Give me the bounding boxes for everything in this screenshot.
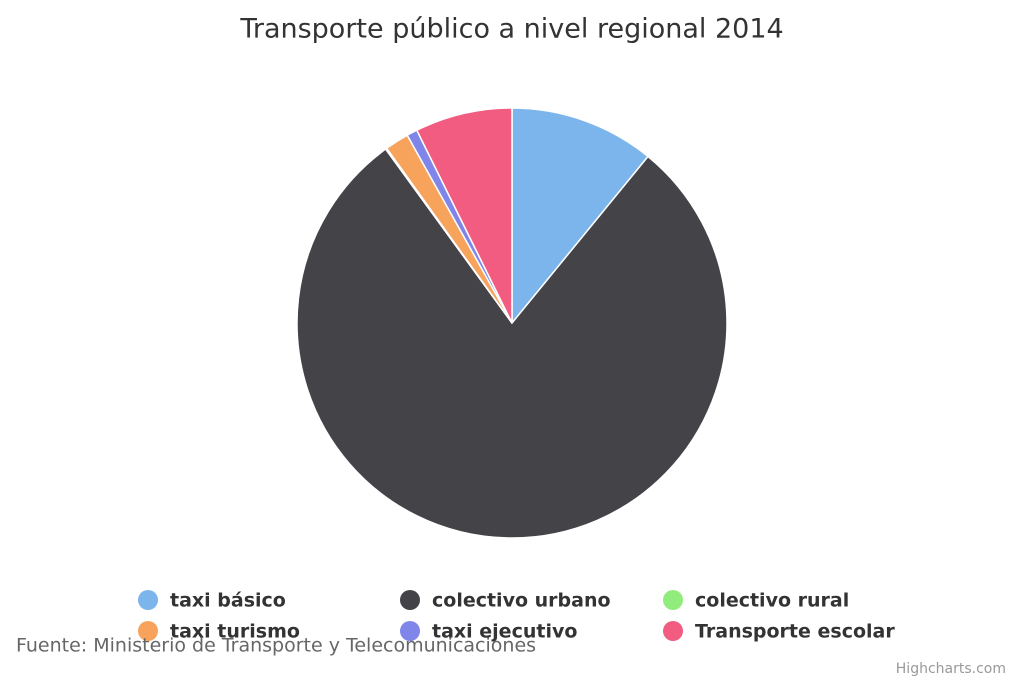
legend-label[interactable]: taxi ejecutivo [432, 621, 577, 643]
legend-label[interactable]: colectivo urbano [432, 590, 611, 612]
pie-slice[interactable] [511, 107, 650, 326]
legend-label[interactable]: Transporte escolar [695, 621, 895, 643]
legend-label[interactable]: taxi básico [170, 590, 286, 612]
legend-symbol [400, 590, 420, 610]
chart-title: Transporte público a nivel regional 2014 [239, 14, 783, 45]
credits[interactable]: Highcharts.com [896, 661, 1006, 677]
legend-symbol [663, 621, 683, 641]
pie-slice[interactable] [296, 148, 728, 539]
legend-symbol [138, 590, 158, 610]
source-note: Fuente: Ministerio de Transporte y Telec… [16, 635, 536, 657]
pie-slice[interactable] [415, 107, 513, 324]
legend-symbol [663, 590, 683, 610]
legend-label[interactable]: colectivo rural [695, 590, 849, 612]
legend-symbol [400, 621, 420, 641]
legend-symbol [138, 621, 158, 641]
legend-label[interactable]: taxi turismo [170, 621, 300, 643]
